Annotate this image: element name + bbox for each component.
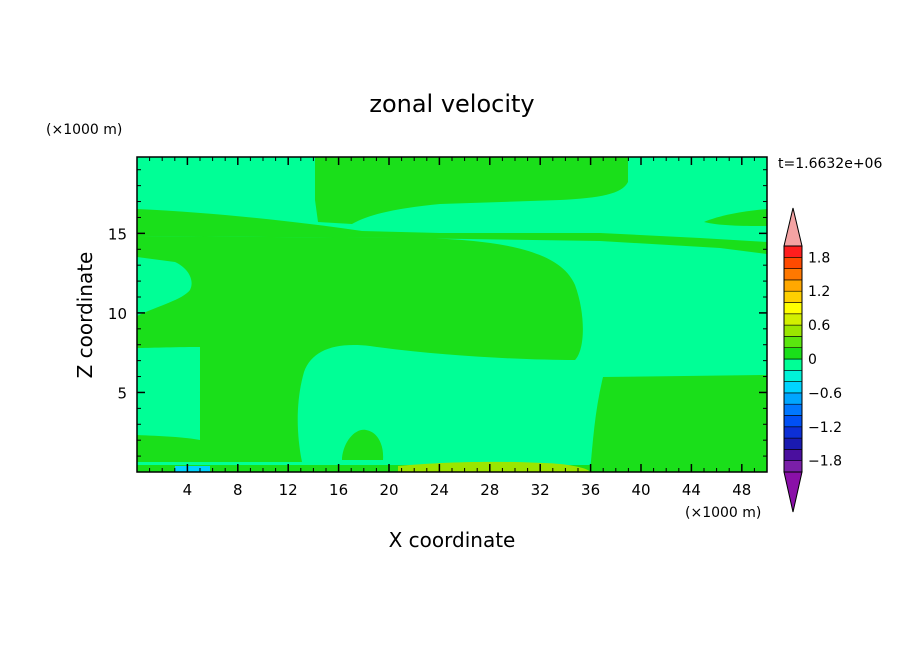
colorbar-bin <box>783 347 803 360</box>
colorbar-tick-label: 1.8 <box>808 250 830 266</box>
chart-title: zonal velocity <box>369 90 534 118</box>
colorbar-frame <box>783 245 803 473</box>
colorbar-tick-label: −0.6 <box>808 386 842 402</box>
colorbar-bin <box>783 336 803 348</box>
y-tick-label: 10 <box>108 305 127 323</box>
colorbar-bin <box>783 426 803 439</box>
colorbar-bin <box>783 256 803 269</box>
region-moderate-positive-bottom <box>398 461 590 472</box>
colorbar-bin <box>783 268 803 281</box>
colorbar-bin <box>783 245 803 258</box>
contour-field <box>137 157 767 472</box>
y-unit-label: (×1000 m) <box>46 122 122 138</box>
x-tick-label: 40 <box>631 481 650 499</box>
colorbar-bin <box>783 437 803 450</box>
time-label: t=1.6632e+06 <box>778 156 882 172</box>
y-tick-label: 5 <box>117 384 127 402</box>
x-axis-label: X coordinate <box>389 528 516 552</box>
region-positive-upper-band <box>137 209 767 254</box>
colorbar-bin <box>783 403 803 416</box>
colorbar: 1.8 1.2 0.6 0 −0.6 −1.2 −1.8 <box>783 207 842 513</box>
colorbar-bin <box>783 358 803 371</box>
colorbar-tick-label: −1.8 <box>808 454 842 470</box>
y-tick-label: 15 <box>108 225 127 243</box>
colorbar-bin <box>783 290 803 303</box>
colorbar-tick-label: 1.2 <box>808 284 830 300</box>
colorbar-tick-label: 0 <box>808 352 817 368</box>
y-axis-label: Z coordinate <box>73 252 97 379</box>
colorbar-tick-label: 0.6 <box>808 318 830 334</box>
colorbar-tick-label: −1.2 <box>808 420 842 436</box>
colorbar-bin <box>783 381 803 394</box>
x-tick-label: 12 <box>279 481 298 499</box>
region-negative-bottom-edge <box>175 466 210 472</box>
colorbar-bin <box>783 279 803 292</box>
colorbar-bin <box>783 460 803 473</box>
x-tick-label: 36 <box>581 481 600 499</box>
x-tick-label: 20 <box>379 481 398 499</box>
region-positive-top-right <box>315 157 628 224</box>
x-tick-label: 24 <box>430 481 449 499</box>
colorbar-bin <box>783 313 803 326</box>
region-positive-lower-right <box>590 375 767 472</box>
x-tick-label: 16 <box>329 481 348 499</box>
colorbar-bin <box>783 415 803 428</box>
colorbar-bin <box>783 449 803 461</box>
region-positive-right-strip <box>704 209 767 226</box>
region-positive-large-core <box>137 236 583 462</box>
x-tick-label: 8 <box>233 481 243 499</box>
colorbar-bin <box>783 392 803 405</box>
x-tick-label: 4 <box>183 481 193 499</box>
colorbar-bin <box>783 302 803 315</box>
region-positive-bubble <box>342 429 384 460</box>
x-unit-label: (×1000 m) <box>685 505 761 521</box>
x-axis-ticks: 4 8 12 16 20 24 28 32 36 40 44 48 <box>149 157 755 499</box>
x-tick-label: 44 <box>682 481 701 499</box>
x-tick-label: 28 <box>480 481 499 499</box>
colorbar-bin <box>783 369 803 382</box>
x-tick-label: 32 <box>531 481 550 499</box>
y-axis-ticks: 5 10 15 <box>108 169 767 457</box>
x-tick-label: 48 <box>732 481 751 499</box>
colorbar-bin <box>783 324 803 337</box>
